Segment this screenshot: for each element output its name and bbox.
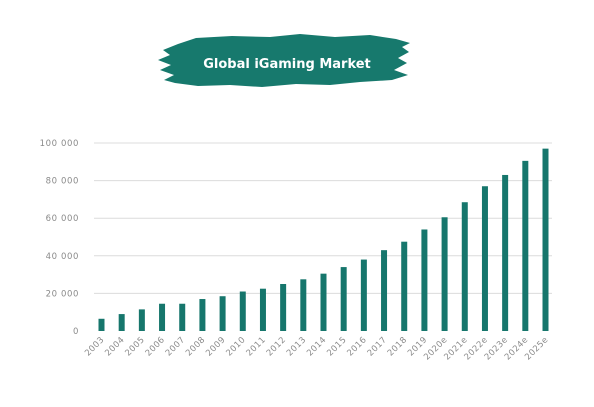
- bar-2021e: [461, 202, 468, 331]
- bar-2008: [199, 299, 206, 331]
- y-axis-tick-labels: 0 20 000 40 000 60 000 80 000 100 000: [40, 139, 79, 337]
- x-tick-label: 2005: [123, 335, 147, 359]
- bar-2018: [401, 241, 408, 331]
- y-tick-label: 80 000: [46, 177, 79, 187]
- x-tick-label: 2018: [386, 335, 410, 359]
- x-tick-label: 2010: [224, 335, 248, 359]
- x-axis-tick-labels: 2003200420052006200720082009201020112012…: [83, 335, 551, 362]
- y-tick-label: 20 000: [46, 289, 79, 299]
- title-banner: Global iGaming Market: [158, 34, 410, 87]
- bar-2009: [219, 296, 226, 331]
- x-tick-label: 2009: [204, 335, 228, 359]
- x-tick-label: 2007: [164, 335, 188, 359]
- x-tick-label: 2017: [366, 335, 390, 359]
- bar-2022e: [481, 186, 488, 331]
- x-tick-label: 2003: [83, 335, 107, 359]
- chart-title: Global iGaming Market: [203, 57, 371, 72]
- bar-2007: [179, 303, 186, 331]
- x-tick-label: 2013: [285, 335, 309, 359]
- brush-stroke-shape: [158, 34, 410, 87]
- y-tick-label: 40 000: [46, 252, 79, 262]
- bar-2014: [320, 273, 327, 331]
- bar-2024e: [522, 160, 529, 331]
- bar-2012: [280, 284, 287, 331]
- y-tick-label: 60 000: [46, 214, 79, 224]
- bar-2011: [259, 288, 266, 331]
- bar-2010: [239, 291, 246, 331]
- bar-2019: [421, 229, 428, 331]
- bar-2015: [340, 267, 347, 331]
- x-tick-label: 2006: [144, 335, 168, 359]
- x-tick-label: 2004: [103, 335, 127, 359]
- y-tick-label: 100 000: [40, 139, 79, 149]
- bar-2017: [381, 250, 388, 331]
- bar-2020e: [441, 217, 448, 331]
- bar-2013: [300, 279, 307, 331]
- bar-2016: [360, 259, 367, 331]
- x-tick-label: 2015: [325, 335, 349, 359]
- bar-2006: [159, 303, 166, 331]
- bar-2004: [118, 314, 125, 331]
- bars: [98, 148, 549, 331]
- bar-2003: [98, 318, 105, 331]
- y-tick-label: 0: [73, 327, 79, 337]
- bar-2023e: [502, 174, 509, 331]
- x-tick-label: 2014: [305, 335, 329, 359]
- x-tick-label: 2016: [345, 335, 369, 359]
- x-tick-label: 2012: [265, 335, 289, 359]
- x-tick-label: 2011: [245, 335, 269, 359]
- bar-2005: [138, 309, 145, 331]
- x-tick-label: 2008: [184, 335, 208, 359]
- bar-2025e: [542, 148, 549, 331]
